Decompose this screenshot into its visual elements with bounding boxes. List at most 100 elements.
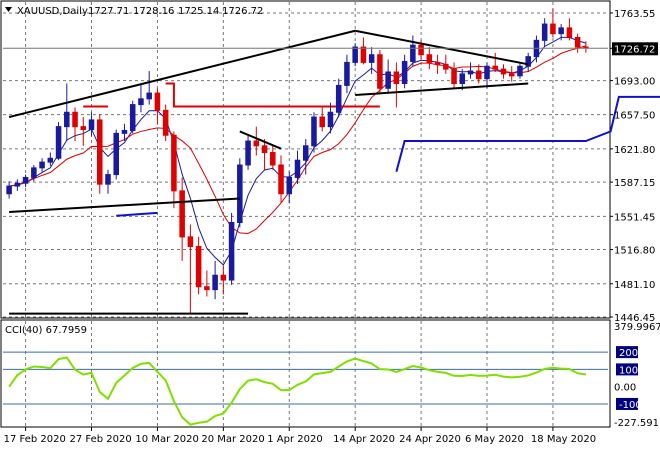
candle-body (500, 68, 507, 75)
candle-body (319, 116, 325, 128)
candle-body (195, 245, 202, 288)
date-tick-label: 20 Mar 2020 (201, 434, 264, 445)
candle (368, 47, 375, 74)
candle (385, 59, 391, 94)
candle (195, 236, 202, 295)
candle-body (492, 65, 499, 70)
candle-body (335, 84, 342, 113)
candle-body (47, 157, 54, 163)
cci-level-badge (616, 346, 638, 359)
candle (525, 52, 531, 72)
stop-levels (83, 82, 660, 217)
price-panel-frame (0, 0, 611, 319)
candle (484, 62, 490, 89)
candle (311, 112, 317, 153)
candles (6, 8, 589, 314)
chart-header: XAUUSD,Daily 1727.71 1728.16 1725.14 172… (5, 6, 263, 17)
date-tick-label: 17 Feb 2020 (4, 434, 66, 445)
cci-panel[interactable]: CCI(40) 67.7959 (0, 319, 611, 428)
candle (171, 131, 177, 209)
candle-body (517, 65, 523, 77)
candle-body (302, 145, 309, 161)
candle-body (154, 92, 161, 111)
price-grid (3, 2, 608, 318)
candle (319, 107, 325, 132)
candle-body (566, 27, 573, 38)
candle-body (541, 23, 548, 41)
candle-body (426, 54, 433, 63)
date-tick-label: 10 Mar 2020 (135, 434, 198, 445)
collapse-triangle-icon[interactable] (5, 7, 12, 12)
candle (426, 47, 433, 70)
candle (253, 126, 260, 156)
candle-body (484, 65, 490, 80)
cci-label: CCI(40) 67.7959 (5, 325, 87, 336)
candle (410, 35, 416, 67)
candle-body (212, 274, 218, 291)
cci-tick-label: 0.00 (614, 383, 636, 394)
stop-blue-1 (116, 211, 158, 217)
candle (550, 8, 556, 38)
candle-body (377, 54, 383, 89)
candle (154, 88, 161, 124)
candle-body (113, 132, 119, 176)
candle (541, 18, 548, 48)
candle (72, 107, 78, 142)
current-price-tag: 1726.72 (612, 42, 658, 56)
candle (162, 104, 169, 142)
candle (270, 145, 276, 170)
ohlc-close: 1726.72 (222, 6, 263, 17)
candle-body (245, 140, 251, 166)
candle-body (39, 161, 45, 169)
candle (517, 62, 523, 79)
candle-body (434, 61, 441, 65)
candle-body (311, 116, 317, 147)
candle (566, 18, 573, 41)
candle-body (401, 60, 408, 84)
candle-body (443, 63, 449, 70)
candle-body (525, 56, 531, 67)
candle (377, 49, 383, 94)
candle (212, 260, 218, 300)
cci-level-badge (616, 363, 638, 376)
candle (302, 139, 309, 175)
price-tick-label: 1763.55 (614, 9, 655, 20)
candle (105, 169, 111, 194)
candle (96, 114, 103, 194)
candle (558, 24, 564, 41)
trendline-lower-support (9, 197, 240, 213)
candle-body (459, 73, 466, 84)
price-axis: 1763.55 1693.00 1657.50 1621.80 1587.15 1551.… (610, 9, 655, 324)
price-tick-label: 1516.80 (614, 246, 655, 257)
price-tick-label: 1621.80 (614, 145, 655, 156)
candle-body (476, 70, 482, 80)
candle (508, 66, 515, 82)
price-tick-label: 1446.45 (614, 313, 655, 324)
date-tick-label: 24 Apr 2020 (399, 434, 461, 445)
candle-body (105, 174, 111, 185)
ohlc-low: 1725.14 (178, 6, 219, 17)
candle (401, 54, 408, 89)
trendline-lower-rising (355, 82, 529, 96)
candle-body (550, 23, 556, 35)
candle (434, 54, 441, 74)
price-panel[interactable] (0, 0, 660, 319)
trendline-upper-rising (8, 29, 356, 119)
candle-body (64, 111, 70, 128)
candle (204, 270, 210, 297)
candle (146, 71, 152, 105)
candle (286, 171, 293, 204)
candle-body (72, 111, 78, 128)
candle (14, 179, 21, 191)
price-tick-label: 1693.00 (614, 77, 655, 88)
current-price-badge (612, 42, 658, 56)
price-tick-label: 1587.15 (614, 178, 655, 189)
candle-body (6, 185, 12, 195)
cci-level-badge (616, 397, 638, 410)
candle (451, 62, 457, 89)
cci-axis: 379.9967 200 100 0.00 -100 -227.591 (614, 322, 660, 429)
candle-body (204, 286, 210, 291)
candle (467, 62, 474, 79)
